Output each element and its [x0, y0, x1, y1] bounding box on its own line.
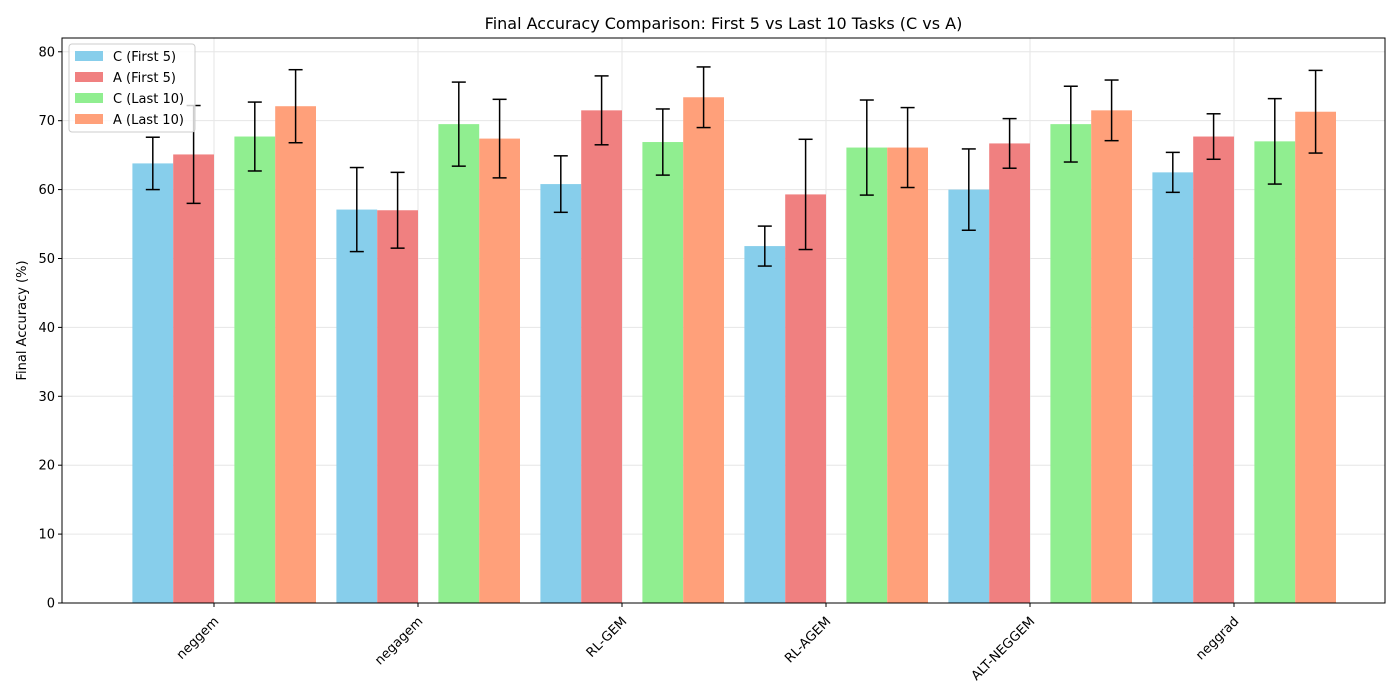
chart-title: Final Accuracy Comparison: First 5 vs La… — [485, 14, 963, 33]
bars — [132, 97, 1336, 604]
y-tick-label: 50 — [38, 252, 55, 267]
x-tick-label: ALT-NEGGEM — [969, 614, 1039, 684]
legend: C (First 5) A (First 5) C (Last 10) A (Last… — [68, 43, 196, 133]
bar — [234, 136, 276, 603]
y-tick-label: 60 — [38, 183, 55, 198]
legend-swatch — [75, 93, 103, 103]
bar — [1091, 110, 1132, 603]
legend-label: C (First 5) — [113, 50, 176, 65]
legend-swatch — [75, 72, 103, 82]
bar — [275, 106, 316, 604]
legend-swatch — [75, 51, 103, 61]
bar — [132, 163, 174, 603]
legend-swatch — [75, 114, 103, 124]
bar — [1152, 172, 1194, 604]
bar — [438, 124, 480, 603]
x-tick-label: negagem — [372, 614, 426, 668]
legend-label: A (Last 10) — [113, 113, 184, 128]
bar — [785, 194, 826, 603]
x-tick-label: neggem — [174, 614, 222, 662]
bar — [1254, 141, 1296, 604]
bar — [948, 189, 990, 603]
legend-label: C (Last 10) — [113, 92, 184, 107]
y-axis: 0 10 20 30 40 50 60 70 80 — [38, 45, 62, 612]
bar — [479, 138, 520, 603]
bar — [581, 110, 622, 603]
y-tick-label: 10 — [38, 528, 55, 543]
y-tick-label: 70 — [38, 114, 55, 129]
legend-box — [68, 43, 196, 133]
y-tick-label: 40 — [38, 321, 55, 336]
y-tick-label: 80 — [38, 45, 55, 60]
error-bars — [145, 66, 1323, 267]
y-tick-label: 0 — [47, 597, 55, 612]
bar — [336, 209, 378, 603]
x-axis: neggem negagem RL-GEM RL-AGEM ALT-NEGGEM negg… — [174, 603, 1242, 684]
bar — [173, 154, 214, 603]
x-tick-label: RL-AGEM — [782, 614, 834, 666]
bar — [540, 184, 582, 603]
bar — [683, 97, 724, 603]
plot-frame — [61, 37, 1386, 604]
bar — [846, 147, 888, 603]
bar — [642, 142, 684, 604]
bar — [1050, 124, 1092, 603]
y-tick-label: 30 — [38, 390, 55, 405]
y-axis-label: Final Accuracy (%) — [15, 260, 30, 380]
x-tick-label: neggrad — [1193, 614, 1242, 663]
bar — [377, 210, 418, 603]
y-tick-label: 20 — [38, 459, 55, 474]
bar — [1193, 136, 1234, 603]
bar — [1295, 111, 1336, 603]
bar — [989, 143, 1030, 604]
x-tick-label: RL-GEM — [584, 614, 630, 660]
bar — [887, 147, 928, 603]
legend-label: A (First 5) — [113, 71, 176, 86]
bar — [744, 246, 786, 603]
